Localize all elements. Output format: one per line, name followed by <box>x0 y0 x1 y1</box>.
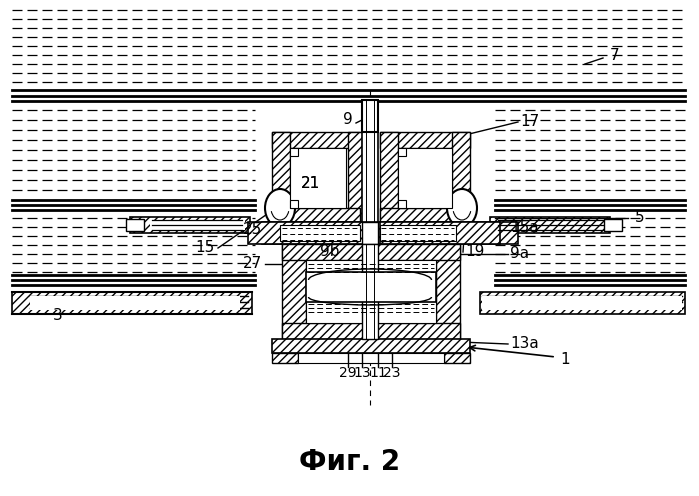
Text: 13a: 13a <box>510 336 539 352</box>
Bar <box>398 148 452 208</box>
Bar <box>282 323 460 339</box>
Text: 9b: 9b <box>320 245 340 259</box>
Bar <box>362 132 378 222</box>
Text: 27: 27 <box>243 256 262 271</box>
Text: 5: 5 <box>635 210 644 226</box>
Bar <box>126 219 144 231</box>
Bar <box>262 222 370 244</box>
Bar <box>272 339 470 353</box>
Bar <box>380 208 470 222</box>
Text: 1: 1 <box>560 352 570 367</box>
Text: 7: 7 <box>610 48 619 62</box>
Text: 11: 11 <box>369 366 387 380</box>
Bar <box>282 244 460 260</box>
Bar <box>398 200 406 208</box>
Bar <box>290 148 346 208</box>
Bar <box>362 244 378 339</box>
Bar <box>290 200 298 208</box>
Bar <box>272 208 360 222</box>
Bar <box>380 222 500 244</box>
Bar <box>306 260 436 323</box>
Bar <box>130 217 250 233</box>
Text: 13: 13 <box>353 366 370 380</box>
Bar <box>398 148 406 156</box>
Bar <box>290 148 298 156</box>
Text: 21: 21 <box>301 177 319 191</box>
Bar <box>282 244 306 339</box>
Text: 3: 3 <box>53 308 63 322</box>
Bar <box>380 225 456 241</box>
Ellipse shape <box>447 189 477 227</box>
Bar <box>362 100 378 132</box>
Bar <box>272 353 298 363</box>
Bar <box>380 132 398 222</box>
Text: 21: 21 <box>301 177 319 191</box>
Bar <box>280 225 360 241</box>
Bar <box>490 217 610 233</box>
Text: Фиг. 2: Фиг. 2 <box>299 448 401 476</box>
Bar <box>452 132 470 222</box>
Text: 9a: 9a <box>510 247 529 261</box>
Bar <box>436 244 460 339</box>
Bar <box>480 292 685 314</box>
Bar <box>306 272 436 302</box>
Bar <box>272 132 290 222</box>
Bar <box>348 132 362 222</box>
Bar <box>298 353 444 363</box>
Text: 15a: 15a <box>510 220 539 235</box>
Bar <box>482 296 682 310</box>
Bar <box>604 219 622 231</box>
Bar <box>362 222 378 244</box>
Text: 15: 15 <box>196 241 215 255</box>
Text: 19: 19 <box>465 245 484 259</box>
Bar <box>444 353 470 363</box>
Text: 9: 9 <box>343 113 353 127</box>
Text: 25: 25 <box>243 223 262 238</box>
Text: 23: 23 <box>383 366 401 380</box>
Bar <box>12 292 252 314</box>
Bar <box>30 296 240 310</box>
Bar <box>150 220 245 230</box>
Bar <box>380 132 470 148</box>
Ellipse shape <box>265 189 295 227</box>
Bar <box>248 222 518 244</box>
Text: 29: 29 <box>339 366 356 380</box>
Text: 17: 17 <box>520 115 539 129</box>
Bar <box>272 132 360 148</box>
